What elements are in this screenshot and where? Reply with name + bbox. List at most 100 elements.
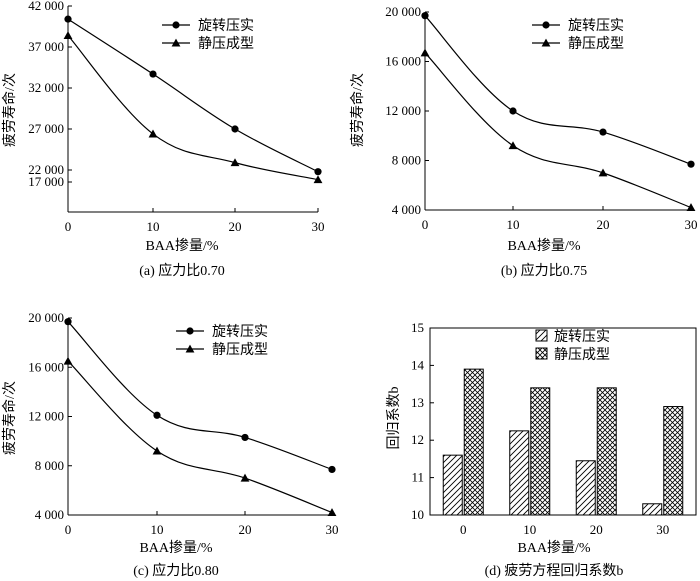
chart-d-bar-2: [663, 406, 684, 516]
chart-d-plot-frame: [429, 327, 697, 516]
chart-c-y-tick-label: 4 000: [35, 507, 64, 522]
chart-a-xlabel: BAA掺量/%: [145, 237, 218, 254]
chart-a-legend-label-2: 静压成型: [198, 36, 254, 52]
chart-b-point-1: [599, 128, 607, 136]
chart-a-caption: (a) 应力比0.70: [139, 262, 225, 279]
chart-c-point-2: [240, 473, 250, 482]
chart-c-point-2: [152, 446, 162, 455]
chart-d-bar-2: [463, 368, 484, 516]
chart-d-y-tick-label: 15: [411, 320, 424, 335]
chart-a-legend-marker-1: [172, 21, 180, 29]
chart-a-x-tick-label: 10: [147, 219, 160, 234]
chart-b-point-2: [686, 203, 696, 212]
chart-b-legend-marker-1: [542, 21, 550, 29]
chart-a-point-1: [314, 168, 322, 176]
chart-b-x-tick-label: 0: [422, 217, 429, 232]
chart-b-point-1: [509, 107, 517, 115]
chart-d-legend-label-1: 旋转压实: [554, 329, 610, 345]
chart-d-bar-1: [442, 454, 463, 516]
chart-b-point-1: [421, 12, 429, 20]
chart-c-legend-marker-2: [185, 344, 195, 353]
chart-a-ylabel: 疲劳寿命/次: [1, 73, 18, 147]
chart-c: 疲劳寿命/次 BAA掺量/% (c) 应力比0.80 4 000 8 000 12 …: [1, 310, 339, 579]
chart-a-point-2: [148, 129, 158, 138]
chart-d: 回归系数b BAA掺量/% (d) 疲劳方程回归系数b 10 11 12 13 14 15…: [385, 320, 697, 579]
chart-d-bar-2: [596, 387, 617, 516]
chart-c-x-tick-label: 30: [326, 522, 339, 537]
chart-c-y-tick-label: 8 000: [35, 458, 64, 473]
chart-a-point-1: [149, 70, 157, 78]
chart-b-point-2: [420, 48, 430, 57]
chart-b-point-2: [508, 141, 518, 150]
chart-d-ylabel: 回归系数b: [385, 387, 402, 450]
chart-b-series-line-2: [424, 52, 692, 209]
chart-b-y-tick-label: 20 000: [385, 4, 421, 19]
chart-b-series-line-1: [424, 15, 692, 165]
chart-a-y-tick-label: 22 000: [28, 162, 64, 177]
chart-d-x-tick-label: 30: [656, 522, 669, 537]
chart-c-y-tick-label: 16 000: [28, 359, 64, 374]
chart-b-legend-label-1: 旋转压实: [568, 18, 624, 34]
chart-c-legend-label-2: 静压成型: [212, 342, 268, 358]
chart-c-point-1: [64, 318, 72, 326]
chart-b-xlabel: BAA掺量/%: [507, 237, 580, 254]
chart-c-x-tick-label: 0: [65, 522, 72, 537]
chart-d-y-tick-label: 14: [411, 357, 425, 372]
chart-d-x-tick-label: 10: [523, 522, 536, 537]
chart-d-xlabel: BAA掺量/%: [517, 539, 590, 556]
chart-c-x-tick-label: 10: [151, 522, 164, 537]
chart-d-bar-1: [642, 503, 663, 516]
chart-b-point-1: [687, 160, 695, 168]
chart-c-legend-label-1: 旋转压实: [212, 324, 268, 340]
chart-c-point-1: [241, 433, 249, 442]
chart-b-y-tick-label: 12 000: [385, 103, 421, 118]
chart-d-y-tick-label: 13: [411, 395, 424, 410]
chart-d-legend-swatch-1: [535, 329, 548, 342]
chart-d-bar-1: [509, 430, 530, 516]
chart-c-series-line-1: [67, 321, 333, 471]
chart-b-y-tick-label: 4 000: [392, 202, 421, 217]
chart-d-x-tick-label: 0: [460, 522, 467, 537]
chart-b-x-tick-label: 10: [507, 217, 520, 232]
chart-c-point-1: [328, 465, 336, 474]
chart-a-point-1: [231, 125, 239, 133]
chart-d-y-tick-label: 11: [411, 470, 424, 485]
chart-c-y-tick-label: 20 000: [28, 310, 64, 325]
chart-c-y-tick-label: 12 000: [28, 409, 64, 424]
chart-a-series-line-2: [67, 35, 319, 181]
chart-d-bar-2: [530, 387, 551, 516]
chart-a-legend-marker-2: [171, 38, 181, 47]
chart-a-x-tick-label: 0: [65, 219, 72, 234]
chart-d-y-tick-label: 10: [411, 507, 424, 522]
chart-a-x-tick-label: 30: [312, 219, 325, 234]
chart-c-point-1: [153, 411, 161, 419]
chart-d-y-tick-label: 12: [411, 432, 424, 447]
chart-c-x-tick-label: 20: [239, 522, 252, 537]
chart-b-x-tick-label: 20: [597, 217, 610, 232]
chart-a-y-tick-label: 37 000: [28, 39, 64, 54]
chart-a-series-line-1: [67, 18, 319, 173]
chart-a-y-tick-label: 17 000: [28, 174, 64, 189]
chart-b-y-tick-label: 16 000: [385, 54, 421, 69]
chart-b-caption: (b) 应力比0.75: [501, 262, 587, 279]
chart-d-caption: (d) 疲劳方程回归系数b: [485, 562, 624, 579]
chart-b-x-tick-label: 30: [685, 217, 698, 232]
chart-b-y-tick-label: 8 000: [392, 153, 421, 168]
chart-c-point-2: [63, 356, 73, 365]
chart-a-point-2: [313, 175, 323, 184]
chart-c-point-2: [327, 508, 337, 517]
chart-a-y-tick-label: 42 000: [28, 0, 64, 13]
chart-c-xlabel: BAA掺量/%: [139, 539, 212, 556]
chart-b-point-2: [598, 168, 608, 177]
chart-b-ylabel: 疲劳寿命/次: [349, 73, 366, 147]
chart-d-x-tick-label: 20: [590, 522, 603, 537]
chart-c-caption: (c) 应力比0.80: [133, 562, 219, 579]
chart-c-series-line-2: [67, 360, 333, 514]
chart-d-bar-1: [575, 460, 596, 516]
chart-b-legend-marker-2: [541, 38, 551, 47]
chart-b-legend-label-2: 静压成型: [568, 36, 624, 52]
chart-c-legend-marker-1: [186, 327, 194, 335]
chart-b: 疲劳寿命/次 BAA掺量/% (b) 应力比0.75 4 000 8 000 12 …: [349, 4, 698, 279]
